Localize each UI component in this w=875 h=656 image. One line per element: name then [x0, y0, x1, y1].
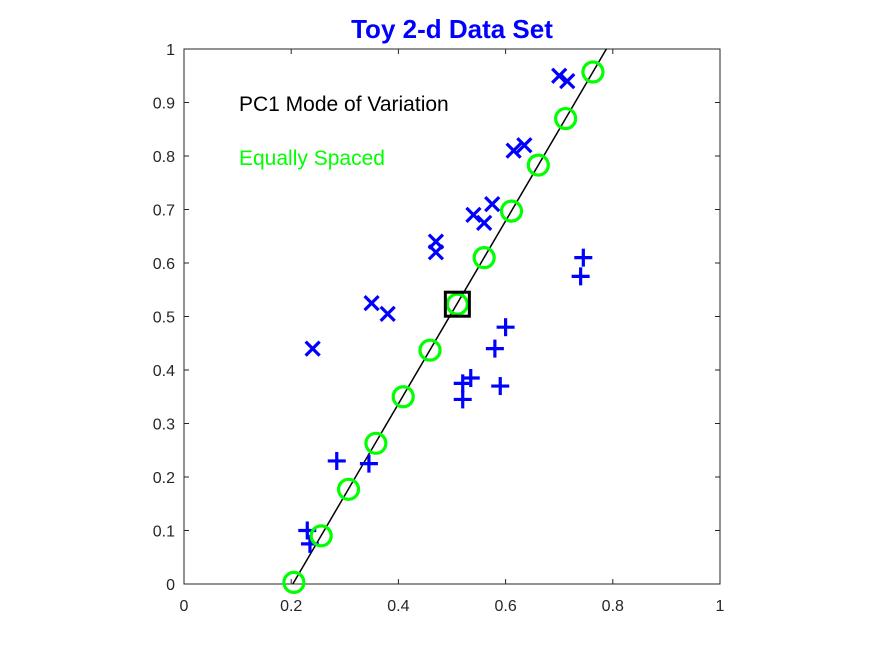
x-marker-point — [551, 67, 568, 84]
circle-marker-point — [336, 477, 361, 501]
circle-marker-point — [309, 524, 333, 548]
x-marker-point — [484, 196, 501, 213]
x-stroke — [476, 214, 493, 232]
y-tick-label: 0.2 — [153, 470, 175, 487]
x-stroke — [427, 233, 445, 250]
x-marker-point — [304, 340, 321, 357]
x-tick-labels: 0 0.2 0.4 0.6 0.8 1 — [180, 598, 725, 615]
x-marker-point — [559, 72, 576, 90]
x-marker-point — [465, 206, 482, 223]
plus-marker-point — [496, 318, 515, 337]
x-tick-label: 0.2 — [280, 598, 302, 615]
plus-marker-point — [453, 390, 472, 409]
circle-marker-point — [581, 60, 605, 84]
y-tick-label: 0.9 — [153, 96, 175, 113]
plus-marker-point — [461, 369, 480, 388]
plus-marker-point — [359, 454, 378, 473]
x-marker-point — [363, 294, 380, 312]
plus-marker-point — [491, 377, 510, 396]
y-tick-label: 0.5 — [153, 310, 175, 327]
x-tick-label: 0 — [180, 598, 189, 615]
x-stroke — [559, 72, 576, 90]
x-stroke — [304, 340, 321, 357]
x-marker-point — [516, 137, 533, 154]
circle-marker-point — [472, 246, 496, 270]
annotation-equally-spaced: Equally Spaced — [239, 147, 385, 170]
x-marker-point — [379, 305, 396, 322]
y-tick-label: 0 — [166, 577, 175, 594]
x-stroke — [363, 294, 380, 312]
circle-marker-point — [282, 570, 306, 594]
y-tick-label: 0.8 — [153, 149, 175, 166]
y-tick-label: 1 — [166, 42, 175, 59]
x-tick-label: 0.4 — [387, 598, 409, 615]
y-tick-label: 0.3 — [153, 417, 175, 434]
circle-marker-point — [554, 106, 578, 131]
data-marks — [282, 60, 605, 594]
x-marker-point — [427, 233, 445, 250]
x-stroke — [516, 137, 533, 154]
chart-title: Toy 2-d Data Set — [351, 14, 553, 44]
y-tick-label: 0.4 — [153, 363, 175, 380]
y-tick-label: 0.6 — [153, 256, 175, 273]
plus-marker-point — [574, 248, 593, 267]
x-stroke — [465, 206, 482, 223]
plus-marker-point — [485, 339, 504, 358]
plus-marker-point — [327, 451, 346, 470]
y-tick-labels: 0 0.1 0.2 0.3 0.4 0.5 0.6 0.7 0.8 0.9 1 — [153, 42, 175, 594]
circle-marker-point — [418, 338, 442, 362]
x-stroke — [484, 196, 501, 213]
plus-marker-point — [571, 267, 590, 286]
axes-ticks — [183, 48, 721, 585]
highlight-square — [443, 290, 471, 318]
x-stroke — [551, 67, 568, 84]
x-tick-label: 1 — [716, 598, 725, 615]
x-stroke — [505, 142, 522, 159]
y-tick-label: 0.1 — [153, 524, 175, 541]
circle-marker-point — [445, 292, 469, 316]
x-marker-point — [505, 142, 522, 159]
circle-marker-point — [526, 153, 550, 177]
x-tick-label: 0.6 — [494, 598, 516, 615]
circle-marker-point — [499, 199, 524, 223]
x-marker-point — [476, 214, 493, 232]
circle-marker-point — [391, 385, 415, 409]
x-tick-label: 0.8 — [602, 598, 624, 615]
y-tick-label: 0.7 — [153, 203, 175, 220]
x-stroke — [379, 305, 396, 322]
annotation-pc1: PC1 Mode of Variation — [239, 93, 449, 116]
circle-marker-point — [364, 431, 388, 455]
